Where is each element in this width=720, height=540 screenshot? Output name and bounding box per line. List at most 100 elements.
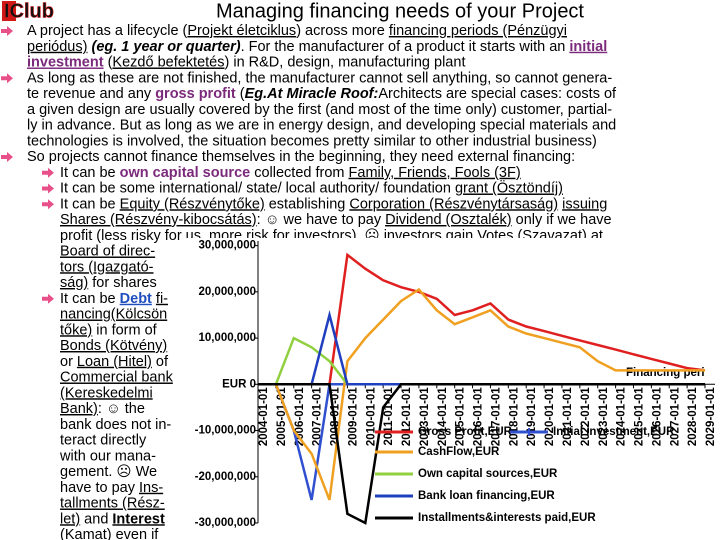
y-tick-label: 30,000,000	[198, 240, 256, 252]
legend-label: Own capital sources,EUR	[418, 468, 558, 480]
text-run: periódus)	[27, 39, 87, 55]
text-run: issuing	[562, 196, 607, 212]
text-run: : ☺ we have to pay	[257, 212, 385, 228]
slide-text: A project has a lifecycle (Projekt életc…	[1, 23, 617, 540]
x-tick-label: 2021-01-01	[562, 387, 574, 446]
bullet-arrow	[1, 152, 13, 162]
text-line: It can be Debt fi-	[60, 291, 168, 307]
y-tick-label: -20,000,000	[195, 471, 256, 483]
text-run: or	[60, 354, 77, 370]
text-line: a given design are usually covered by th…	[27, 102, 612, 118]
text-line: investment (Kezdő befektetés) in R&D, de…	[27, 54, 465, 70]
y-tick-label: -30,000,000	[195, 517, 256, 529]
text-line: periódus) (eg. 1 year or quarter). For t…	[27, 39, 607, 55]
text-run: financing periods (Pénzügyi	[389, 23, 567, 39]
text-run: (eg. 1 year or quarter)	[91, 39, 240, 55]
text-run: Shares (Részvény-kibocsátás)	[60, 212, 257, 228]
text-line: As long as these are not finished, the m…	[27, 70, 612, 86]
text-line: ság) for shares	[60, 275, 157, 291]
text-run: (Kereskedelmi	[60, 385, 153, 401]
x-tick-label: 2005-01-01	[276, 387, 288, 446]
text-line: Bank): ☺ the	[60, 401, 145, 417]
text-run: Family, Friends, Fools (3F)	[349, 165, 521, 181]
y-tick-label: 10,000,000	[198, 332, 256, 344]
text-run: have to pay	[60, 480, 139, 496]
text-run: establishing	[265, 196, 350, 212]
text-run: ) in R&D, design, manufacturing plant	[224, 54, 465, 70]
x-tick-label: 2015-01-01	[455, 387, 467, 446]
text-line: tőke) in form of	[60, 322, 158, 338]
text-run: only if we have	[512, 212, 612, 228]
x-tick-label: 2019-01-01	[526, 387, 538, 446]
legend-label: CashFlow,EUR	[418, 446, 500, 458]
x-tick-label: 2028-01-01	[687, 387, 699, 446]
series-line	[258, 287, 705, 501]
x-tick-label: 2027-01-01	[669, 387, 681, 446]
y-tick-label: 20,000,000	[198, 286, 256, 298]
text-run: tallments (Rész-	[60, 495, 165, 511]
bullet-arrow	[42, 167, 54, 178]
text-line: have to pay Ins-	[60, 480, 163, 496]
text-line: technologies is involved, the situation …	[27, 133, 597, 149]
x-tick-label: 2017-01-01	[490, 387, 502, 446]
text-line: bank does not in-	[60, 417, 171, 433]
series-line	[258, 252, 706, 386]
text-run: and	[80, 511, 112, 527]
text-run: Ins-	[139, 480, 163, 496]
text-run: for shares	[88, 275, 157, 291]
bullet-arrow	[42, 293, 54, 304]
text-run: collected from	[250, 165, 348, 181]
text-run: bank does not in-	[60, 417, 171, 433]
chart-background	[182, 238, 720, 540]
text-run: So projects cannot finance themselves in…	[27, 149, 575, 165]
series-line	[258, 383, 705, 525]
text-run: As long as these are not finished, the m…	[27, 70, 612, 86]
text-line: tors (Igazgató-	[60, 259, 154, 275]
text-line: Shares (Részvény-kibocsátás): ☺ we have …	[60, 212, 612, 228]
text-line: A project has a lifecycle (Projekt életc…	[27, 23, 567, 39]
text-run: Projekt életciklus	[187, 23, 296, 39]
text-run: investment	[27, 54, 104, 70]
text-run: with our mana-	[59, 448, 156, 464]
text-run: ) across more	[296, 23, 389, 39]
bullet-arrow	[1, 73, 13, 84]
text-line: let) and Interest	[60, 511, 165, 527]
text-line: (Kamat) even if	[60, 527, 159, 540]
x-tick-label: 2010-01-01	[365, 387, 377, 446]
text-run: initial	[569, 39, 607, 55]
text-run: gement. ☹ We	[60, 463, 157, 480]
x-tick-label: 2014-01-01	[437, 387, 449, 446]
legend-marker	[525, 428, 533, 436]
text-line: It can be some international/ state/ loc…	[60, 178, 563, 196]
text-run: tőke)	[60, 322, 92, 338]
logo: IClub	[4, 0, 54, 22]
text-run: (Kamat)	[60, 527, 112, 540]
text-run: It can be	[60, 165, 120, 181]
x-tick-label: 2013-01-01	[419, 387, 431, 446]
text-run: A project has a lifecycle (	[27, 23, 188, 39]
text-run: Interest	[112, 511, 165, 527]
text-line: teract directly	[60, 432, 147, 448]
text-run: Eg.At Miracle Roof:	[245, 86, 379, 102]
text-line: gement. ☹ We	[60, 463, 157, 480]
text-run: tors (Igazgató-	[60, 259, 154, 275]
text-line: tallments (Rész-	[60, 495, 165, 511]
legend-label: Bank loan financing,EUR	[418, 490, 555, 502]
text-run: Architects are special cases: costs of	[378, 86, 617, 102]
text-run: Corporation (Részvénytársaság)	[349, 196, 558, 212]
text-run: It can be	[60, 196, 120, 212]
text-run: let)	[60, 511, 80, 527]
text-run: It can be some international/ state/ loc…	[60, 180, 455, 196]
text-run: (	[104, 54, 113, 70]
chart: -30,000,000 -20,000,000 -10,000,000 EUR 0 10…	[182, 238, 720, 540]
legend-label: Gross Profit,EUR	[418, 426, 513, 438]
text-line: It can be Equity (Részvénytőke) establis…	[60, 196, 607, 212]
text-run: Commercial bank	[60, 369, 174, 385]
text-run: even if	[112, 527, 160, 540]
text-run: teract directly	[60, 432, 147, 448]
x-tick-label: 2022-01-01	[580, 387, 592, 446]
text-run: ság)	[60, 275, 88, 291]
bullet-arrow	[42, 183, 54, 194]
text-line: Commercial bank	[60, 369, 174, 385]
